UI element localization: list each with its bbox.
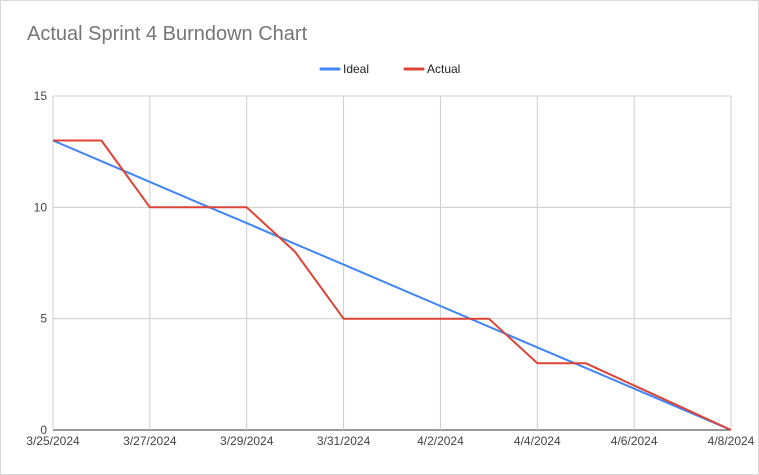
y-tick-label: 10 <box>34 200 48 214</box>
legend-label-actual: Actual <box>427 62 460 76</box>
legend-label-ideal: Ideal <box>343 62 369 76</box>
series-line-ideal <box>52 139 732 431</box>
x-tick-label: 4/8/2024 <box>708 434 755 448</box>
x-tick-label: 3/25/2024 <box>26 434 80 448</box>
axes: 0 5 10 15 3/25/2024 3/27/2024 3/29/2024 3/31/20… <box>26 89 754 448</box>
x-tick-label: 3/31/2024 <box>317 434 371 448</box>
x-tick-label: 4/2/2024 <box>417 434 464 448</box>
y-tick-label: 15 <box>34 89 48 103</box>
series-lines <box>52 139 732 431</box>
x-tick-label: 4/4/2024 <box>514 434 561 448</box>
chart-title: Actual Sprint 4 Burndown Chart <box>27 23 308 45</box>
series-line-actual <box>53 139 732 431</box>
grid-lines <box>52 95 732 431</box>
legend: Ideal Actual <box>319 62 460 76</box>
y-tick-label: 0 <box>40 423 47 437</box>
x-tick-label: 4/6/2024 <box>611 434 658 448</box>
x-tick-label: 3/27/2024 <box>123 434 177 448</box>
x-tick-label: 3/29/2024 <box>220 434 274 448</box>
y-tick-label: 5 <box>40 312 47 326</box>
